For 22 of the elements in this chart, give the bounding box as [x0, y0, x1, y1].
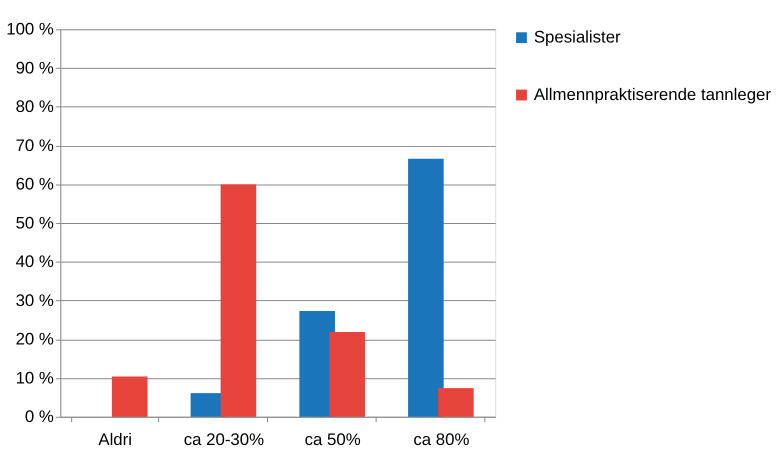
y-tick-label: 90 %: [16, 58, 54, 78]
y-tick-label: 20 %: [16, 330, 54, 349]
y-tick-label: 0 %: [24, 407, 54, 426]
y-tick-label: 10 %: [16, 368, 54, 388]
x-tick-label: ca 80%: [413, 430, 470, 449]
bar: [220, 184, 256, 417]
legend-label: Allmennpraktiserende tannleger: [534, 84, 772, 104]
y-tick-label: 70 %: [16, 136, 54, 155]
bar: [329, 332, 365, 417]
bar: [438, 388, 474, 417]
x-tick-label: ca 50%: [304, 430, 361, 449]
y-tick-label: 30 %: [16, 290, 54, 310]
x-tick-label: Aldri: [98, 430, 132, 449]
legend-label: Spesialister: [534, 28, 622, 47]
y-tick-label: 80 %: [16, 97, 54, 116]
y-tick-label: 60 %: [16, 174, 54, 194]
x-tick-label: ca 20-30%: [184, 430, 264, 449]
bar: [112, 376, 148, 417]
y-tick-label: 50 %: [16, 213, 54, 232]
y-tick-label: 40 %: [16, 252, 54, 272]
y-tick-label: 100 %: [6, 20, 54, 39]
bar: [408, 158, 444, 417]
